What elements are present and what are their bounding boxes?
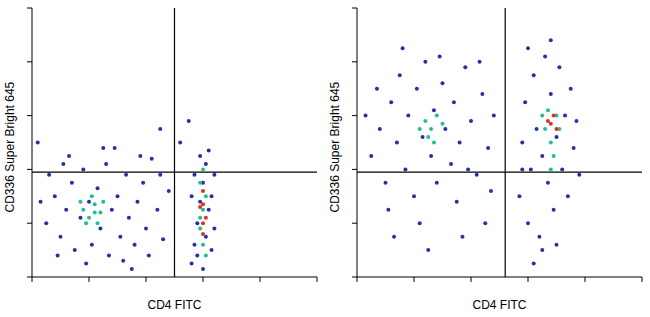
svg-text:CD4 FITC: CD4 FITC <box>473 298 527 312</box>
svg-text:CD336 Super Bright 645: CD336 Super Bright 645 <box>328 81 342 212</box>
svg-text:CD336 Super Bright 645: CD336 Super Bright 645 <box>8 81 17 212</box>
svg-text:CD4 FITC: CD4 FITC <box>148 298 202 312</box>
